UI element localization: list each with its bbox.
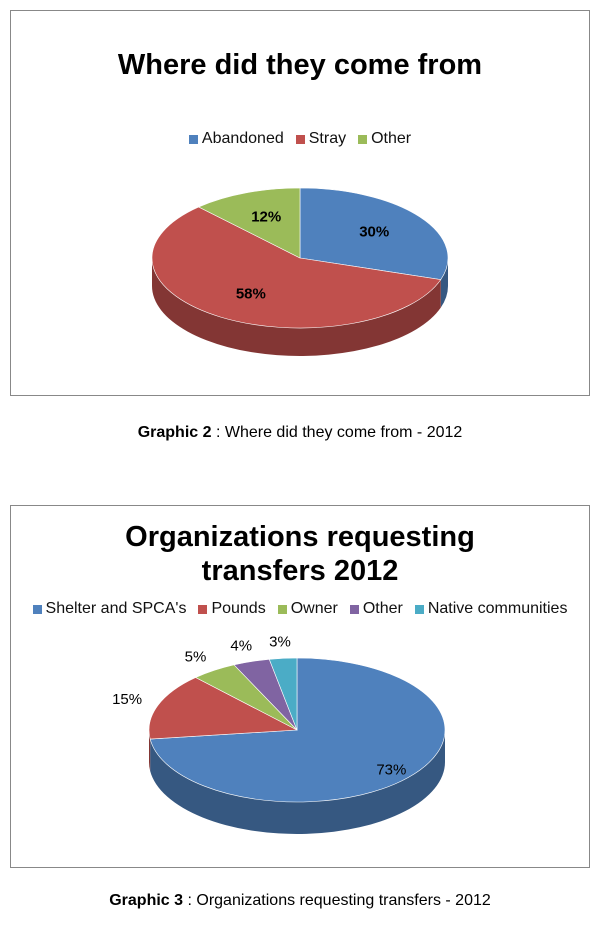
legend-item: Pounds	[198, 600, 266, 618]
slice	[268, 657, 298, 731]
caption-label: Graphic 3	[109, 892, 184, 909]
data-label: 5%	[185, 648, 207, 665]
chart-title: Where did they come from	[117, 49, 483, 81]
legend-swatch	[277, 604, 287, 614]
legend-swatch	[358, 134, 368, 144]
slice	[151, 206, 442, 329]
slice	[197, 187, 301, 259]
caption-label: Graphic 2	[137, 424, 212, 441]
legend-label: Other	[371, 130, 412, 147]
legend-item: Native communities	[414, 600, 568, 618]
caption: Graphic 2 : Where did they come from - 2…	[0, 424, 600, 442]
slice-side	[152, 258, 441, 357]
data-label: 30%	[359, 223, 389, 240]
legend-label: Pounds	[211, 600, 266, 617]
chart-frame	[10, 10, 590, 396]
chart-title: Organizations requesting transfers 2012	[125, 521, 475, 587]
legend-swatch	[188, 134, 198, 144]
legend-label: Shelter and SPCA's	[45, 600, 187, 617]
legend-label: Owner	[290, 600, 338, 617]
slice-side	[440, 258, 448, 308]
legend-item: Other	[349, 600, 403, 618]
legend-item: Other	[358, 130, 411, 148]
legend-item: Stray	[295, 130, 347, 148]
legend-label: Native communities	[427, 600, 568, 617]
caption-text: : Organizations requesting transfers - 2…	[187, 892, 491, 909]
data-label: 73%	[376, 761, 406, 778]
legend-label: Stray	[308, 130, 347, 147]
legend: Abandoned Stray Other	[0, 130, 600, 148]
legend-swatch	[349, 604, 359, 614]
legend-swatch	[414, 604, 424, 614]
legend-swatch	[32, 604, 42, 614]
data-label: 58%	[236, 286, 266, 303]
caption: Graphic 3 : Organizations requesting tra…	[0, 892, 600, 910]
data-label: 3%	[269, 634, 291, 651]
legend-item: Abandoned	[188, 130, 284, 148]
data-label: 15%	[112, 691, 142, 708]
slice-side	[150, 730, 445, 834]
slice	[148, 677, 299, 740]
legend-item: Owner	[277, 600, 338, 618]
legend-item: Shelter and SPCA's	[32, 600, 187, 618]
legend: Shelter and SPCA's Pounds Owner Other Native…	[0, 600, 600, 618]
legend-label: Other	[362, 600, 403, 617]
slice	[299, 187, 449, 280]
legend-label: Abandoned	[201, 130, 284, 147]
chart-frame	[10, 505, 590, 868]
legend-swatch	[295, 134, 305, 144]
slice-side	[149, 730, 151, 772]
caption-text: : Where did they come from - 2012	[215, 424, 463, 441]
data-label: 12%	[251, 209, 281, 226]
data-label: 4%	[230, 637, 252, 654]
legend-swatch	[198, 604, 208, 614]
